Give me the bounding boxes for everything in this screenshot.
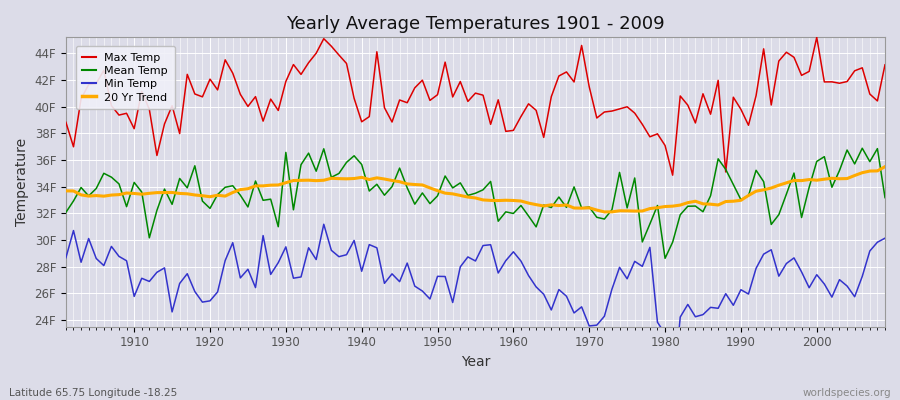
- Legend: Max Temp, Mean Temp, Min Temp, 20 Yr Trend: Max Temp, Mean Temp, Min Temp, 20 Yr Tre…: [76, 46, 175, 109]
- Text: Latitude 65.75 Longitude -18.25: Latitude 65.75 Longitude -18.25: [9, 388, 177, 398]
- Text: worldspecies.org: worldspecies.org: [803, 388, 891, 398]
- Title: Yearly Average Temperatures 1901 - 2009: Yearly Average Temperatures 1901 - 2009: [286, 15, 665, 33]
- X-axis label: Year: Year: [461, 355, 491, 369]
- Y-axis label: Temperature: Temperature: [15, 138, 29, 226]
